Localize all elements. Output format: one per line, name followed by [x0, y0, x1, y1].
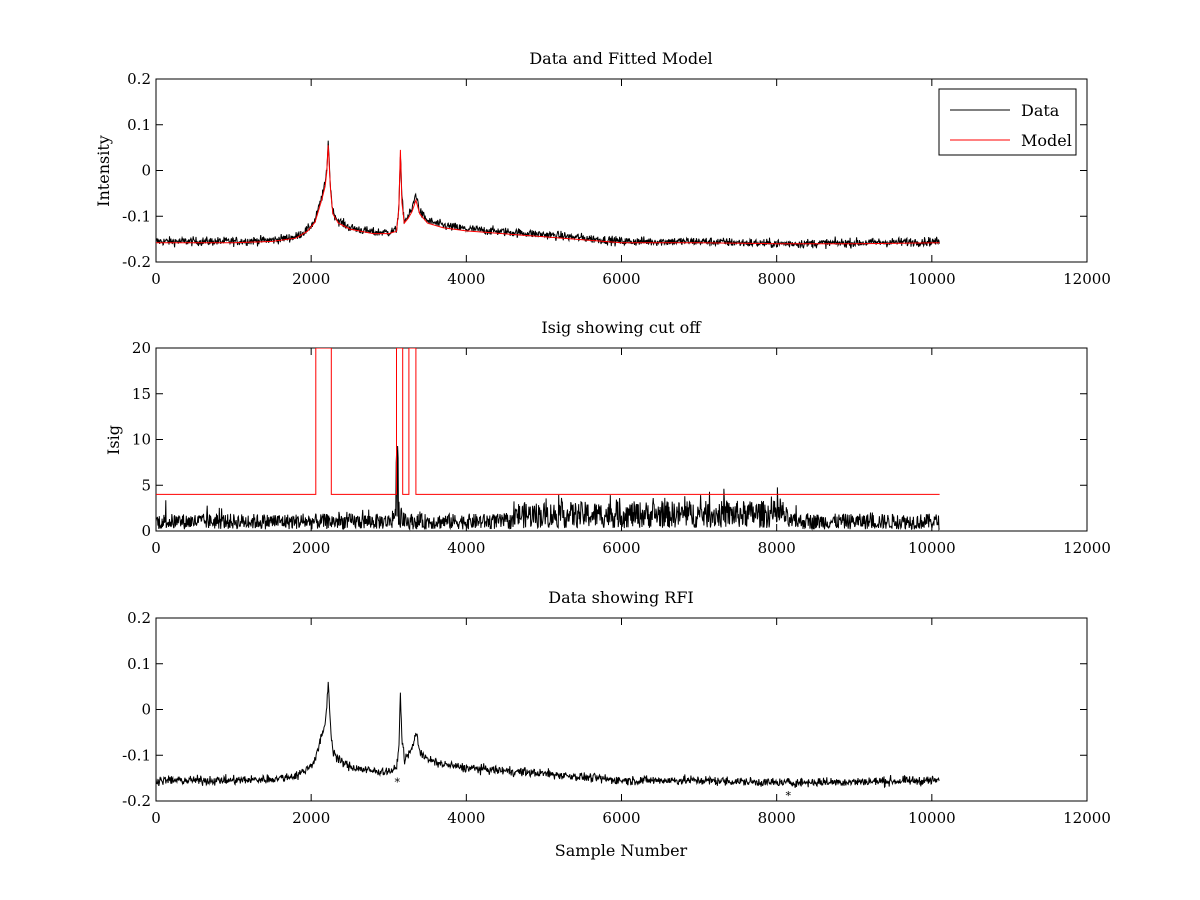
- y-tick-label: 0: [141, 162, 151, 180]
- series-line-isig: [156, 445, 940, 531]
- series-line-data: [156, 681, 940, 789]
- x-tick-label: 4000: [447, 809, 485, 827]
- panel-data-and-model: Data and Fitted Model Intensity 0 2000 400…: [94, 49, 1111, 288]
- x-tick-label: 6000: [602, 270, 640, 288]
- legend-model-label: Model: [1021, 131, 1072, 150]
- y-tick-label: 0.2: [127, 609, 151, 627]
- x-tick-label: 2000: [292, 270, 330, 288]
- series-group: [156, 348, 940, 531]
- series-group: **: [156, 681, 940, 803]
- x-tick-label: 4000: [447, 270, 485, 288]
- x-tick-label: 0: [151, 809, 161, 827]
- x-tick-label: 2000: [292, 809, 330, 827]
- y-tick-label: -0.2: [122, 253, 151, 271]
- y-tick-label: 5: [141, 476, 151, 494]
- y-tick-label: -0.2: [122, 792, 151, 810]
- rfi-marker: *: [395, 776, 401, 789]
- x-tick-label: 6000: [602, 809, 640, 827]
- y-tick-label: 0.1: [127, 116, 151, 134]
- panel-1-ylabel: Intensity: [94, 135, 113, 207]
- panel-2-ylabel: Isig: [104, 425, 123, 455]
- x-tick-label: 2000: [292, 539, 330, 557]
- panel-3-plot-area: **0 2000 4000 6000 8000 10000 12000-0.2-0.100.…: [122, 609, 1111, 827]
- x-tick-label: 4000: [447, 539, 485, 557]
- panel-data-rfi: Data showing RFI Sample Number **0 2000 40…: [122, 588, 1111, 860]
- y-tick-label: 0.1: [127, 655, 151, 673]
- panel-2-plot-area: 0 2000 4000 6000 8000 10000 12000 0 5 10 15 20: [132, 339, 1111, 557]
- series-line-model: [156, 145, 940, 245]
- x-tick-label: 12000: [1063, 809, 1111, 827]
- y-tick-label: 20: [132, 339, 151, 357]
- x-tick-label: 0: [151, 539, 161, 557]
- panel-1-plot-area: 0 2000 4000 6000 8000 10000 12000 -0.2 -0.1 0 0.1 0…: [122, 70, 1111, 288]
- panel-1-title: Data and Fitted Model: [529, 49, 712, 68]
- y-tick-label: 10: [132, 431, 151, 449]
- x-tick-label: 8000: [758, 270, 796, 288]
- x-tick-label: 10000: [908, 270, 956, 288]
- x-tick-label: 10000: [908, 539, 956, 557]
- y-tick-label: 0: [141, 522, 151, 540]
- x-tick-label: 8000: [758, 809, 796, 827]
- plot-frame: [155, 347, 1088, 532]
- legend-data-label: Data: [1021, 101, 1060, 120]
- panel-1-legend: Data Model: [938, 88, 1077, 156]
- x-tick-label: 10000: [908, 809, 956, 827]
- x-tick-label: 6000: [602, 539, 640, 557]
- y-tick-label: 0: [141, 701, 151, 719]
- y-tick-label: 15: [132, 385, 151, 403]
- plot-frame: [155, 617, 1088, 802]
- x-tick-label: 12000: [1063, 270, 1111, 288]
- y-tick-label: -0.1: [122, 207, 151, 225]
- panel-3-xlabel: Sample Number: [555, 841, 688, 860]
- x-tick-label: 0: [151, 270, 161, 288]
- y-tick-label: 0.2: [127, 70, 151, 88]
- x-tick-label: 8000: [758, 539, 796, 557]
- panel-isig-cutoff: Isig showing cut off Isig 0 2000 4000 6000 8…: [104, 318, 1111, 557]
- panel-2-title: Isig showing cut off: [541, 318, 702, 337]
- plot-frame: [155, 78, 1088, 263]
- panel-3-title: Data showing RFI: [548, 588, 693, 607]
- rfi-marker: *: [786, 790, 792, 803]
- y-tick-label: -0.1: [122, 746, 151, 764]
- series-group: [156, 140, 940, 250]
- legend-box: [938, 88, 1077, 156]
- x-tick-label: 12000: [1063, 539, 1111, 557]
